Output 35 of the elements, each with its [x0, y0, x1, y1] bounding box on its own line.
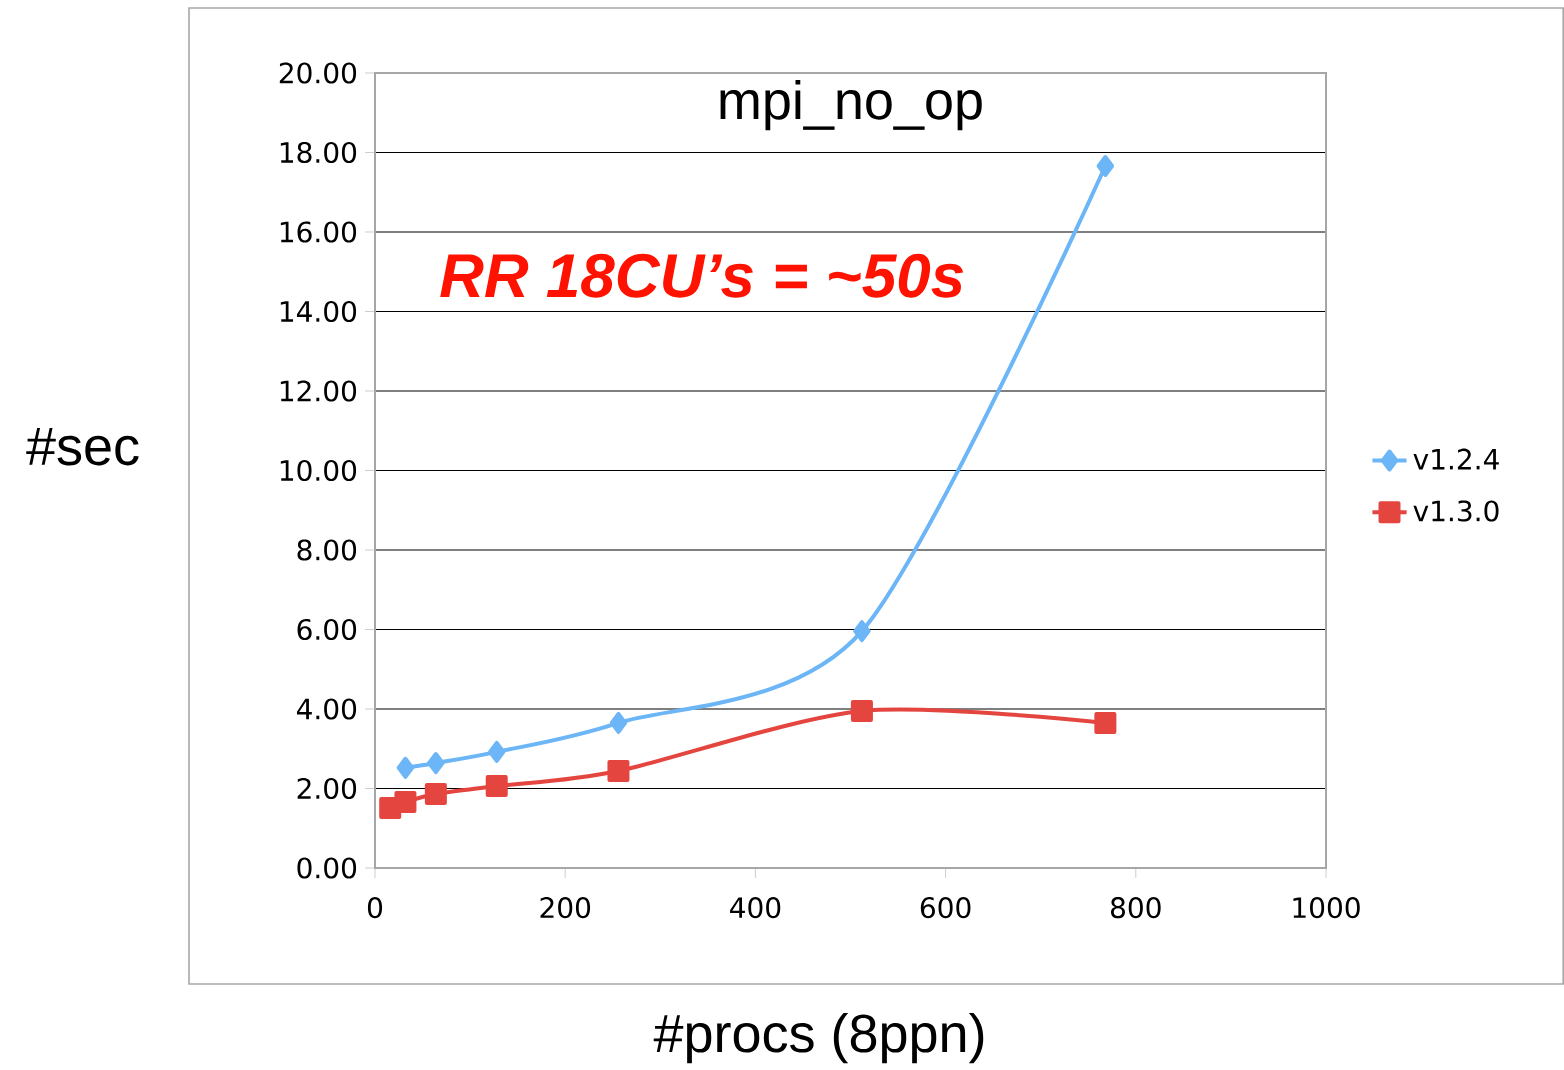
- point: [607, 760, 630, 782]
- point: [1096, 155, 1115, 177]
- point: [850, 699, 873, 722]
- y-tick-label: 10.00: [280, 459, 357, 482]
- y-axis-title: #sec: [26, 427, 139, 466]
- y-tick-label: 6.00: [297, 618, 357, 641]
- y-tick-label: 8.00: [297, 539, 357, 561]
- legend-label: v1.2.4: [1413, 448, 1499, 470]
- x-tick-label: 800: [1110, 897, 1161, 919]
- point: [487, 740, 506, 763]
- y-tick-label: 14.00: [280, 300, 357, 323]
- y-tick-label: 20.00: [279, 62, 357, 84]
- chart-title: mpi_no_op: [720, 79, 982, 131]
- x-tick-label: 200: [540, 897, 591, 919]
- legend-label: v1.3.0: [1413, 500, 1499, 522]
- x-tick-label: 1000: [1293, 897, 1360, 919]
- point: [1094, 711, 1117, 734]
- y-tick-label: 12.00: [280, 380, 357, 402]
- point: [427, 752, 445, 775]
- y-tick-label: 2.00: [297, 777, 357, 800]
- y-tick-label: 4.00: [296, 698, 357, 720]
- y-tick-label: 0.00: [297, 857, 357, 879]
- y-tick-label: 18.00: [280, 141, 357, 164]
- point: [394, 791, 417, 813]
- point: [853, 620, 871, 643]
- x-tick-label: 400: [730, 897, 781, 919]
- x-tick-label: 600: [920, 897, 971, 919]
- point: [485, 775, 508, 798]
- y-tick-label: 16.00: [280, 221, 357, 243]
- point: [424, 783, 447, 806]
- x-tick-label: 0: [367, 897, 383, 919]
- x-axis-title: #procs (8ppn): [653, 1012, 984, 1064]
- annotation: RR 18CU’s = ~50s: [440, 253, 964, 298]
- point: [396, 756, 415, 779]
- point: [609, 711, 628, 734]
